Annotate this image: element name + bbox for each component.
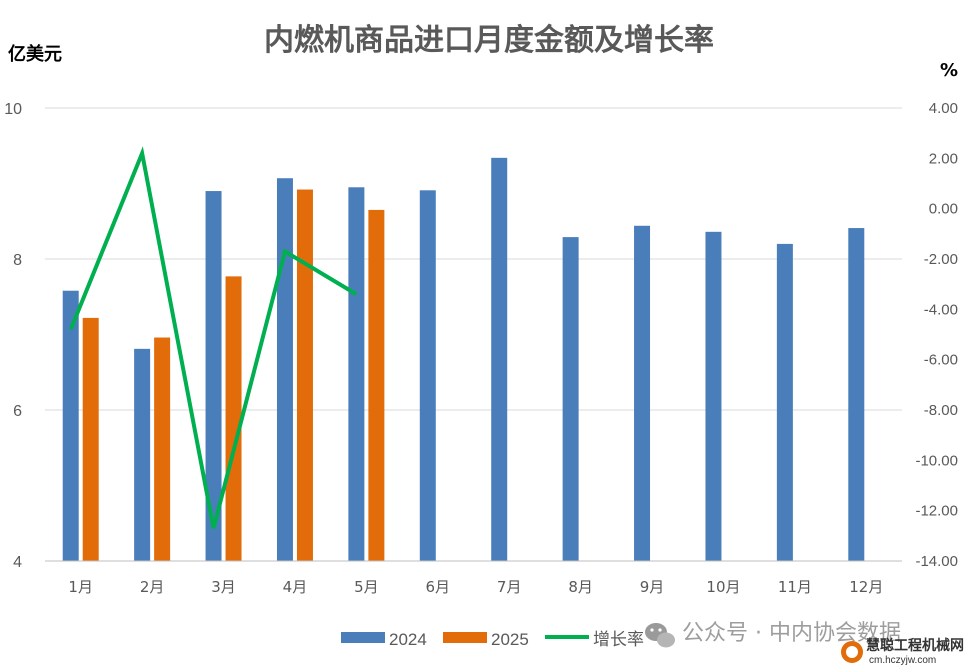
bar-2024 [62,290,79,561]
gridlines [45,107,902,562]
x-axis-tick-label: 5月 [354,578,379,596]
bar-2024 [134,348,151,561]
x-axis-ticks: 1月 2月 3月 4月 5月 6月 7月 8月 9月 10月 11月 12月 [45,560,902,596]
right-axis-tick-label: 4.00 [929,100,958,117]
right-axis-tick-label: -10.00 [915,452,958,469]
left-axis-ticks: 4 6 8 10 [4,101,22,571]
right-axis-ticks: 4.00 2.00 0.00 -2.00 -4.00 -6.00 -8.00 -10.00 -1… [915,100,958,570]
bar-2024 [419,190,436,562]
x-axis-tick-label: 3月 [211,578,236,596]
logo-text: 慧聪工程机械网 [866,637,964,654]
right-axis-tick-label: -14.00 [915,553,958,570]
bar-series [62,157,865,562]
bar-2024 [776,243,793,561]
bar-2024 [848,228,865,562]
right-axis-tick-label: -8.00 [924,402,958,419]
growth-line-series [68,146,358,529]
legend-swatch-2025 [443,632,487,643]
left-axis-unit: 亿美元 [8,43,62,65]
bar-2024 [562,237,579,562]
x-axis-tick-label: 7月 [497,578,522,596]
bar-2024 [705,231,722,561]
left-axis-tick-label: 4 [13,554,22,571]
x-axis-tick-label: 4月 [283,578,308,596]
chart-title: 内燃机商品进口月度金额及增长率 [264,23,714,58]
x-axis-tick-label: 10月 [706,578,740,596]
legend: 2024 2025 增长率 [341,630,644,650]
bar-2025 [296,189,313,562]
x-axis-tick-label: 6月 [426,578,451,596]
logo-icon [841,641,863,663]
right-axis-tick-label: -12.00 [915,503,958,520]
bar-2024 [348,187,365,561]
watermark: 公众号 · 中内协会数据 慧聪工程机械网 cm.hczyjw.com [645,621,964,666]
left-axis-tick-label: 6 [13,403,22,420]
left-axis-tick-label: 10 [4,101,22,118]
bar-2025 [368,209,385,562]
x-axis-tick-label: 9月 [640,578,665,596]
x-axis-tick-label: 8月 [568,578,593,596]
bar-2024 [276,178,293,561]
bar-2024 [634,225,651,561]
legend-label-growth: 增长率 [593,630,644,650]
bar-2025 [154,337,171,561]
right-axis-tick-label: -2.00 [924,251,958,268]
legend-label-2025: 2025 [491,630,529,649]
right-axis-tick-label: 0.00 [929,201,958,218]
right-axis-tick-label: -6.00 [924,352,958,369]
legend-swatch-2024 [341,632,385,643]
right-axis-tick-label: 2.00 [929,150,958,167]
legend-label-2024: 2024 [389,630,427,649]
watermark-text: 公众号 · 中内协会数据 [682,621,901,646]
x-axis-tick-label: 11月 [778,578,812,596]
bar-2024 [205,191,222,562]
x-axis-tick-label: 1月 [68,578,93,596]
logo-url-text: cm.hczyjw.com [869,655,936,666]
right-axis-unit: % [940,60,958,81]
x-axis-tick-label: 2月 [140,578,165,596]
bar-2025 [225,276,242,561]
bar-2024 [491,157,508,561]
bar-2025 [82,317,99,561]
wechat-icon [645,623,675,648]
x-axis-tick-label: 12月 [849,578,883,596]
right-axis-tick-label: -4.00 [924,301,958,318]
left-axis-tick-label: 8 [13,252,22,269]
